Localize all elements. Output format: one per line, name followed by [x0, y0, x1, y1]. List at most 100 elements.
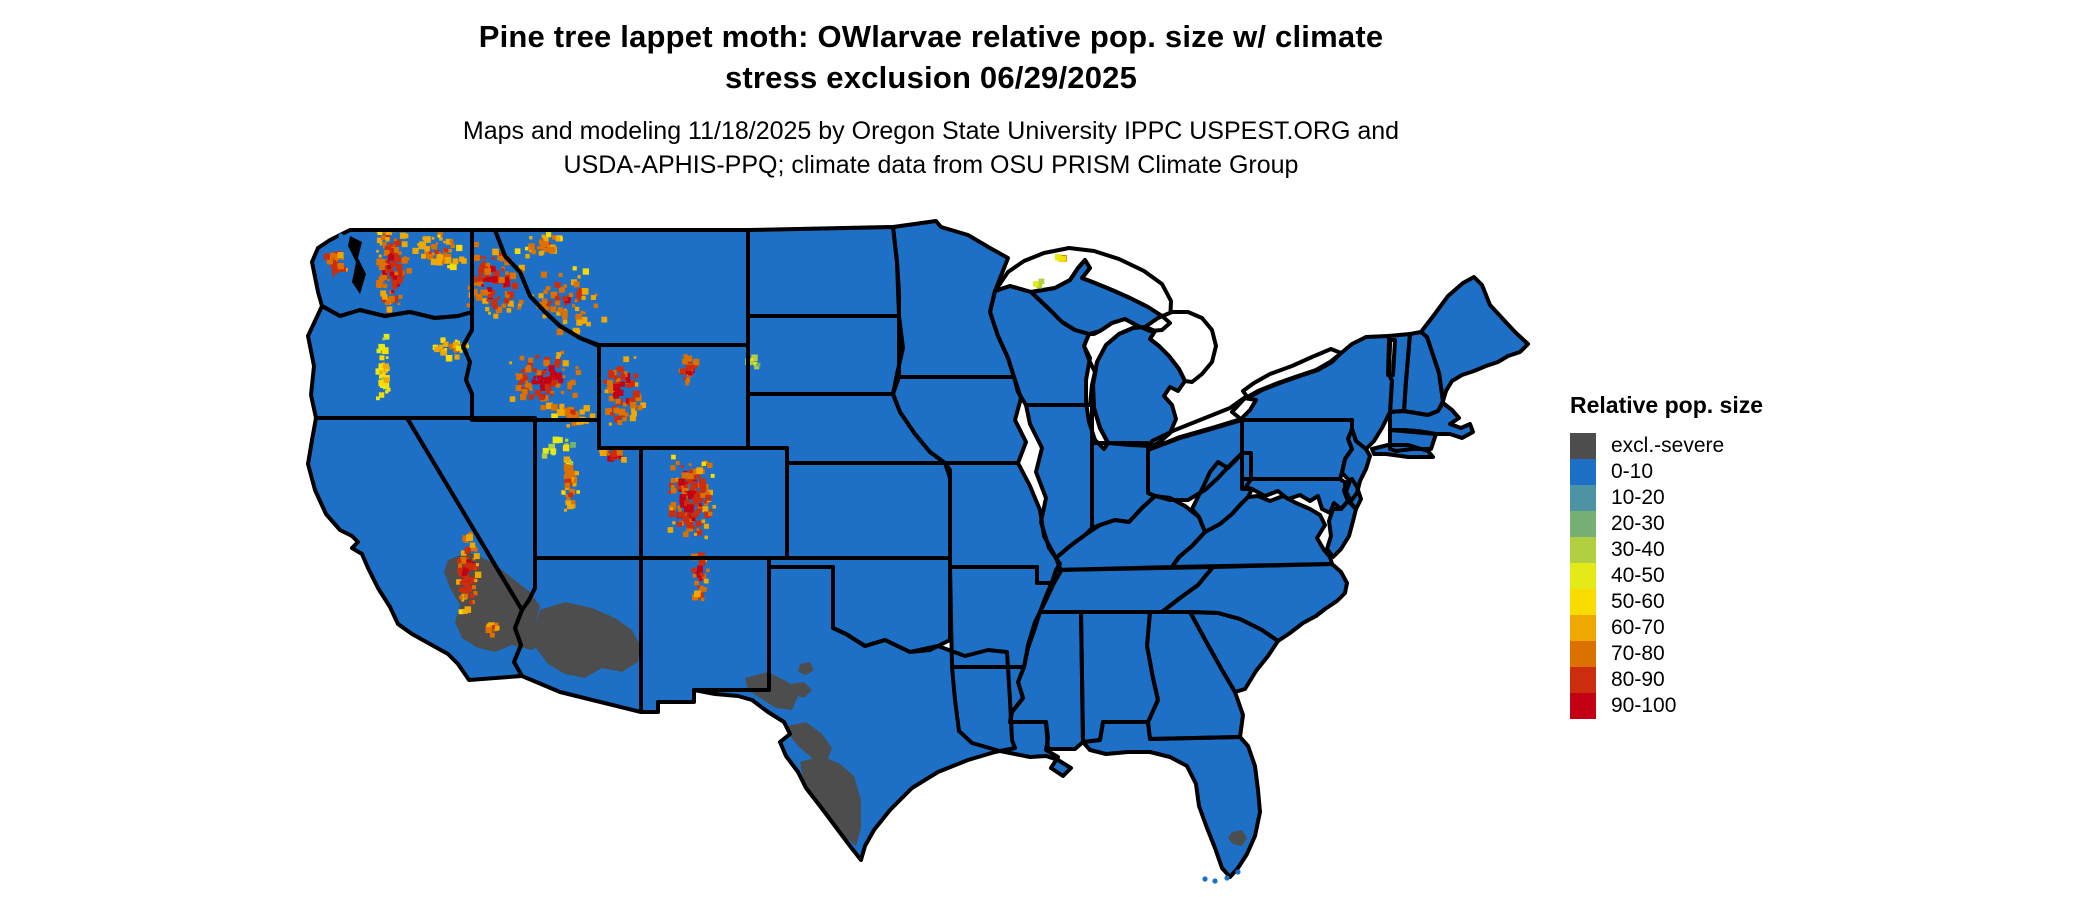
state-fill-wyoming	[599, 345, 748, 448]
figure-subtitle: Maps and modeling 11/18/2025 by Oregon S…	[231, 114, 1631, 182]
state-border-virginia	[1170, 494, 1334, 569]
exclusion-region-big-bend-texas	[788, 722, 832, 764]
figure-header: Pine tree lappet moth: OWlarvae relative…	[231, 16, 1631, 182]
state-fill-new_hampshire	[1404, 332, 1443, 415]
state-fills	[308, 221, 1528, 877]
legend-item-label: 80-90	[1611, 668, 1665, 691]
legend-color-swatch	[1570, 459, 1596, 485]
state-fill-ohio	[1148, 420, 1242, 500]
legend-color-swatch	[1570, 615, 1596, 641]
hotspot-cluster-oregon-cascades	[375, 333, 391, 401]
legend-item: 90-100	[1570, 693, 1763, 719]
legend-color-swatch	[1570, 433, 1596, 459]
exclusion-region-lake-okeechobee-florida	[1228, 830, 1247, 846]
state-fill-west_virginia	[1192, 453, 1252, 532]
legend-item-label: 50-60	[1611, 590, 1665, 613]
state-fill-wisconsin	[990, 286, 1095, 405]
legend-item: 20-30	[1570, 511, 1763, 537]
exclusion-region-trans-pecos-texas	[790, 682, 812, 698]
legend-item: 0-10	[1570, 459, 1763, 485]
legend-color-swatch	[1570, 641, 1596, 667]
exclusion-region-south-texas	[800, 756, 861, 846]
legend-item-label: 30-40	[1611, 538, 1665, 561]
state-fill-pennsylvania	[1242, 420, 1352, 479]
hotspot-cluster-west-central-montana	[531, 266, 608, 336]
legend-items: excl.-severe 0-10 10-20 20-30 30-40 40-50 50-6…	[1570, 433, 1763, 719]
small-islands	[338, 233, 1241, 884]
legend-color-swatch	[1570, 589, 1596, 615]
state-fill-delmarva	[1327, 501, 1356, 557]
state-fill-north_carolina	[1162, 564, 1347, 641]
state-border-florida	[1081, 720, 1262, 879]
state-fill-new_mexico	[641, 558, 769, 712]
exclusion-region-sw-oklahoma-patch	[798, 662, 814, 675]
state-border-connecticut_ri	[1388, 428, 1438, 453]
legend-item: 50-60	[1570, 589, 1763, 615]
legend-item-label: 40-50	[1611, 564, 1665, 587]
state-fill-iowa	[893, 377, 1026, 463]
state-fill-louisiana	[952, 667, 1071, 776]
hotspot-cluster-sierra-nevada	[456, 531, 482, 615]
state-fill-nebraska	[748, 394, 945, 463]
exclusion-region-sw-new-mexico-el-paso	[745, 672, 798, 710]
legend-color-swatch	[1570, 667, 1596, 693]
legend-item-label: 90-100	[1611, 694, 1677, 717]
hotspot-cluster-northeast-nevada-ranges	[541, 436, 576, 465]
state-fill-kansas	[787, 463, 950, 558]
legend-item-label: 70-80	[1611, 642, 1665, 665]
puget-sound	[348, 236, 366, 294]
hotspot-cluster-bighorn-mountains	[678, 354, 700, 386]
hotspot-cluster-yellowstone-west-wyoming	[603, 356, 646, 426]
state-border-michigan_lp	[1091, 325, 1187, 448]
hotspot-cluster-northeast-washington	[412, 231, 467, 271]
state-border-delmarva	[1325, 499, 1358, 559]
legend-item-label: 20-30	[1611, 512, 1665, 535]
map-subtitle-line2: USDA-APHIS-PPQ; climate data from OSU PR…	[563, 151, 1299, 179]
state-fill-michigan_lp	[1093, 327, 1185, 446]
state-fill-oklahoma	[769, 558, 950, 652]
state-fill-oregon	[308, 306, 472, 418]
legend-color-swatch	[1570, 693, 1596, 719]
legend-item: 80-90	[1570, 667, 1763, 693]
state-border-north_carolina	[1160, 562, 1349, 643]
legend-item: excl.-severe	[1570, 433, 1763, 459]
state-fill-nevada	[407, 418, 535, 610]
legend-item-label: excl.-severe	[1611, 434, 1725, 457]
state-border-delaware	[1343, 477, 1363, 511]
legend-color-swatch	[1570, 485, 1596, 511]
state-fill-michigan_up	[1031, 260, 1170, 334]
hotspot-cluster-central-idaho	[509, 350, 582, 414]
legend: Relative pop. size excl.-severe 0-10 10-20…	[1570, 392, 1763, 719]
hotspot-cluster-colorado-rockies	[667, 454, 716, 540]
state-fill-minnesota	[893, 221, 1014, 377]
state-fill-virginia	[1172, 496, 1332, 567]
state-border-michigan_up	[1029, 258, 1172, 336]
exclusion-region-southern-arizona	[534, 602, 640, 678]
state-border-ohio	[1146, 418, 1244, 502]
state-fill-florida	[1083, 722, 1260, 877]
hotspot-cluster-minnesota-north-shore	[1033, 278, 1045, 289]
hotspot-speckles	[323, 223, 761, 638]
legend-color-swatch	[1570, 511, 1596, 537]
legend-item-label: 60-70	[1611, 616, 1665, 639]
hotspot-cluster-southern-sierra	[485, 622, 500, 638]
legend-item-label: 10-20	[1611, 486, 1665, 509]
legend-color-swatch	[1570, 537, 1596, 563]
state-border-long_island	[1370, 443, 1435, 459]
state-border-maine	[1419, 275, 1530, 403]
map-title-line2: stress exclusion 06/29/2025	[724, 60, 1138, 95]
state-fill-alabama	[1081, 612, 1158, 742]
legend-item: 40-50	[1570, 563, 1763, 589]
legend-item: 70-80	[1570, 641, 1763, 667]
exclusion-region-mojave-sonoran-desert-ca	[444, 552, 545, 652]
state-fill-montana	[495, 230, 748, 345]
legend-item: 30-40	[1570, 537, 1763, 563]
legend-title: Relative pop. size	[1570, 392, 1764, 418]
state-fill-georgia	[1147, 612, 1243, 739]
legend-item: 10-20	[1570, 485, 1763, 511]
state-fill-mississippi	[1010, 612, 1083, 749]
legend-item-label: 0-10	[1611, 460, 1654, 483]
hotspot-cluster-uinta-mountains	[599, 449, 627, 463]
hotspot-cluster-glacier-nw-montana	[525, 232, 563, 259]
